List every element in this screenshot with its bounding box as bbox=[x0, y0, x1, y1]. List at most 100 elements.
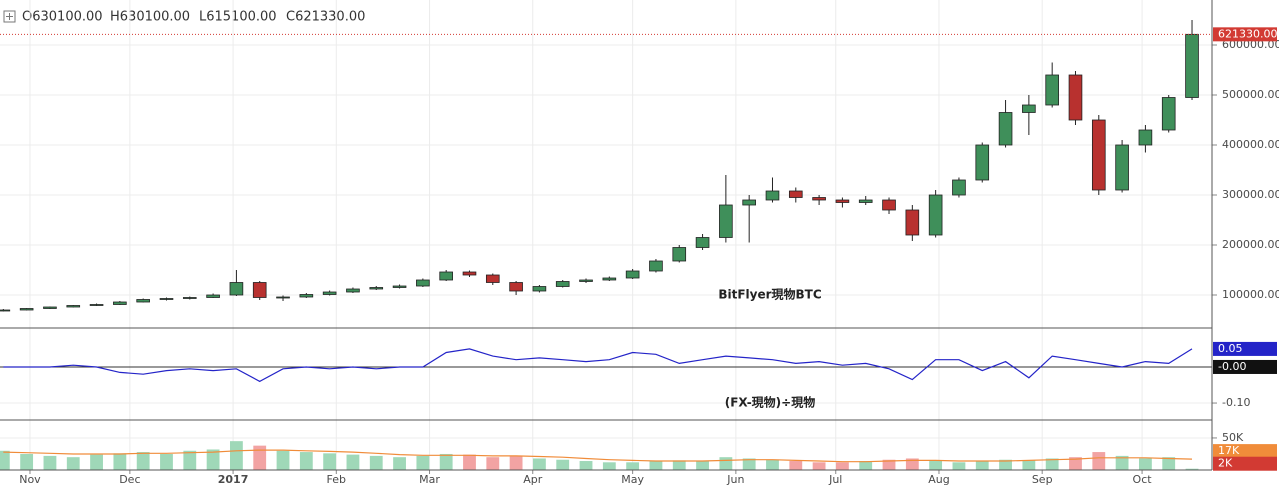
x-tick-label: Jul bbox=[828, 473, 842, 486]
candle-body bbox=[113, 301, 127, 305]
x-tick-label: Dec bbox=[119, 473, 140, 486]
header-open: O630100.00 bbox=[22, 10, 103, 25]
x-tick-label: Nov bbox=[19, 473, 41, 486]
candle-body bbox=[1091, 119, 1106, 191]
candle-body bbox=[1022, 104, 1036, 113]
y-tick-label: -0.10 bbox=[1222, 396, 1250, 409]
volume-bar bbox=[369, 455, 383, 470]
volume-last-box bbox=[1213, 456, 1277, 471]
volume-bar bbox=[439, 453, 453, 470]
volume-bar bbox=[43, 455, 57, 470]
candle-body bbox=[462, 271, 477, 276]
x-tick-label: Jun bbox=[726, 473, 744, 486]
menu-icon[interactable] bbox=[3, 10, 16, 23]
volume-ma-last: 17K bbox=[1218, 444, 1240, 457]
header-close: C621330.00 bbox=[286, 10, 365, 25]
candle-body bbox=[812, 197, 826, 201]
volume-bar bbox=[206, 449, 220, 470]
volume-bar bbox=[626, 462, 640, 470]
oscillator-line bbox=[3, 348, 1193, 383]
candle-body bbox=[1138, 129, 1153, 146]
candle-body bbox=[252, 282, 267, 298]
candle-body bbox=[858, 199, 873, 203]
volume-bar bbox=[696, 461, 709, 470]
volume-bar bbox=[975, 461, 989, 470]
volume-bar bbox=[276, 450, 290, 470]
candle-body bbox=[625, 270, 640, 279]
candle-body bbox=[206, 294, 220, 298]
candle-body bbox=[742, 199, 756, 206]
y-tick-label: 400000.00 bbox=[1222, 138, 1279, 151]
volume-bar bbox=[859, 461, 873, 470]
candle-body bbox=[649, 260, 663, 272]
candle-body bbox=[416, 279, 430, 287]
volume-bar bbox=[812, 462, 826, 470]
oscillator-last-box bbox=[1213, 341, 1277, 356]
candle-body bbox=[229, 282, 244, 296]
candle-body bbox=[952, 179, 966, 196]
volume-bar bbox=[579, 461, 593, 470]
y-tick-label: 200000.00 bbox=[1222, 238, 1279, 251]
volume-bar bbox=[905, 458, 919, 470]
volume-bar bbox=[346, 454, 360, 470]
volume-bar bbox=[20, 453, 34, 470]
volume-bar bbox=[509, 455, 523, 470]
candle-body bbox=[485, 274, 500, 283]
volume-bar bbox=[323, 453, 337, 470]
volume-bar bbox=[882, 459, 896, 470]
candle-body bbox=[835, 199, 850, 203]
plot-layer bbox=[0, 0, 1217, 474]
candle-body bbox=[43, 306, 57, 309]
volume-bar bbox=[136, 452, 150, 470]
volume-bar bbox=[229, 441, 243, 470]
volume-bar bbox=[253, 445, 267, 470]
candle-body bbox=[0, 309, 11, 312]
oscillator-last: 0.05 bbox=[1218, 342, 1243, 355]
volume-bar bbox=[160, 453, 173, 470]
candle-body bbox=[509, 282, 523, 292]
candle-body bbox=[695, 237, 710, 248]
candle-body bbox=[882, 199, 896, 211]
candle-body bbox=[1115, 144, 1129, 191]
y-tick-label: 100000.00 bbox=[1222, 288, 1279, 301]
candle-body bbox=[276, 296, 290, 299]
volume-bar bbox=[602, 462, 616, 470]
candle-body bbox=[19, 308, 34, 311]
volume-bar bbox=[113, 453, 127, 470]
x-tick-label: Mar bbox=[419, 473, 440, 486]
volume-bar bbox=[835, 462, 849, 470]
volume-bar bbox=[299, 452, 313, 470]
volume-bar bbox=[1138, 458, 1152, 470]
candle-body bbox=[392, 285, 407, 288]
volume-bar bbox=[532, 458, 546, 470]
last-price-label-box bbox=[1213, 27, 1277, 42]
zero-label: -0.00 bbox=[1218, 360, 1246, 373]
volume-bar bbox=[742, 458, 756, 470]
candle-body bbox=[788, 190, 803, 198]
volume-bar bbox=[1022, 460, 1036, 470]
candle-body bbox=[555, 281, 570, 287]
volume-bar bbox=[1092, 452, 1106, 470]
y-tick-label: 500000.00 bbox=[1222, 88, 1279, 101]
y-tick-label: 50K bbox=[1222, 431, 1244, 444]
candle-body bbox=[89, 304, 104, 306]
volume-bar bbox=[1162, 457, 1176, 470]
candle-body bbox=[346, 288, 360, 293]
x-tick-label: Aug bbox=[928, 473, 949, 486]
candle-body bbox=[1045, 74, 1059, 106]
header-high: H630100.00 bbox=[110, 10, 190, 25]
x-tick-label: 2017 bbox=[218, 473, 249, 486]
volume-bar bbox=[766, 459, 779, 470]
candle-body bbox=[136, 299, 150, 303]
chart-title: BitFlyer現物BTC bbox=[718, 287, 822, 302]
x-tick-label: Oct bbox=[1133, 473, 1153, 486]
candle-body bbox=[182, 297, 197, 299]
volume-bar bbox=[90, 454, 103, 470]
candle-body bbox=[998, 112, 1013, 146]
volume-bar bbox=[1185, 468, 1199, 470]
volume-bar bbox=[1115, 455, 1129, 470]
x-tick-label: Feb bbox=[327, 473, 346, 486]
candle-body bbox=[439, 271, 453, 281]
